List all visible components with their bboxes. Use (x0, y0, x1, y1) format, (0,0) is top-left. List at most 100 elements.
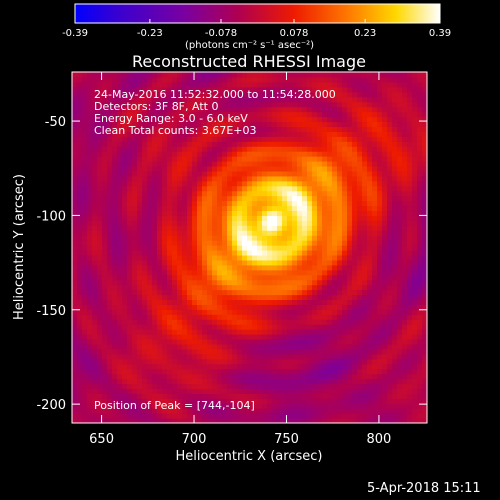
heatmap-cell (82, 165, 88, 172)
heatmap-cell (222, 274, 228, 281)
heatmap-cell (102, 91, 108, 98)
heatmap-cell (257, 76, 263, 83)
heatmap-cell (252, 81, 258, 88)
heatmap-cell (227, 121, 233, 127)
heatmap-cell (277, 96, 283, 103)
heatmap-cell (422, 76, 427, 83)
heatmap-cell (217, 334, 223, 340)
heatmap-cell (417, 368, 423, 375)
heatmap-cell (252, 220, 258, 226)
heatmap-cell (177, 353, 183, 360)
heatmap-cell (167, 294, 173, 301)
heatmap-cell (362, 121, 368, 127)
heatmap-cell (127, 81, 133, 88)
heatmap-cell (417, 101, 423, 108)
heatmap-cell (307, 279, 313, 286)
heatmap-cell (242, 304, 248, 310)
heatmap-cell (112, 200, 118, 207)
heatmap-cell (232, 185, 238, 192)
heatmap-cell (152, 195, 158, 202)
heatmap-cell (242, 393, 248, 399)
heatmap-cell (152, 175, 158, 182)
heatmap-cell (232, 136, 238, 142)
heatmap-cell (417, 220, 423, 226)
heatmap-cell (387, 126, 393, 132)
heatmap-cell (202, 338, 208, 345)
heatmap-cell (132, 279, 138, 286)
heatmap-cell (87, 245, 93, 251)
heatmap-cell (192, 220, 198, 226)
heatmap-cell (112, 269, 118, 276)
heatmap-cell (237, 235, 243, 241)
heatmap-cell (397, 81, 403, 88)
heatmap-cell (152, 111, 158, 118)
heatmap-cell (77, 136, 83, 142)
heatmap-cell (307, 398, 313, 404)
heatmap-cell (367, 393, 373, 399)
heatmap-cell (87, 259, 93, 266)
heatmap-cell (182, 146, 188, 152)
heatmap-cell (212, 348, 218, 355)
heatmap-cell (132, 151, 138, 157)
heatmap-cell (112, 343, 118, 350)
heatmap-cell (272, 141, 278, 147)
heatmap-cell (347, 175, 353, 182)
heatmap-cell (87, 72, 93, 78)
heatmap-cell (137, 240, 143, 246)
heatmap-cell (282, 358, 288, 365)
heatmap-cell (402, 299, 408, 305)
heatmap-cell (362, 368, 368, 375)
heatmap-cell (292, 185, 298, 192)
heatmap-cell (167, 245, 173, 251)
heatmap-cell (72, 378, 78, 385)
heatmap-cell (377, 235, 383, 241)
heatmap-cell (152, 279, 158, 286)
heatmap-cell (117, 279, 123, 286)
heatmap-cell (417, 245, 423, 251)
heatmap-cell (147, 289, 153, 296)
heatmap-cell (382, 86, 388, 93)
heatmap-cell (237, 81, 243, 88)
heatmap-cell (127, 269, 133, 276)
heatmap-cell (382, 215, 388, 221)
heatmap-cell (247, 358, 253, 365)
heatmap-cell (232, 403, 238, 409)
heatmap-cell (92, 240, 98, 246)
heatmap-cell (327, 141, 333, 147)
heatmap-cell (92, 309, 98, 315)
heatmap-cell (227, 151, 233, 157)
heatmap-cell (192, 215, 198, 221)
heatmap-cell (302, 185, 308, 192)
heatmap-cell (207, 314, 213, 320)
heatmap-cell (82, 101, 88, 108)
heatmap-cell (397, 220, 403, 226)
heatmap-cell (377, 76, 383, 83)
heatmap-cell (107, 363, 113, 370)
heatmap-cell (367, 230, 373, 236)
heatmap-cell (162, 156, 168, 162)
heatmap-cell (377, 418, 383, 423)
heatmap-cell (147, 388, 153, 394)
heatmap-cell (182, 284, 188, 291)
heatmap-cell (192, 294, 198, 301)
heatmap-cell (312, 289, 318, 296)
heatmap-cell (392, 289, 398, 296)
heatmap-cell (222, 398, 228, 404)
heatmap-cell (192, 121, 198, 127)
heatmap-cell (292, 338, 298, 345)
heatmap-cell (382, 378, 388, 385)
heatmap-cell (107, 76, 113, 83)
heatmap-cell (292, 299, 298, 305)
heatmap-cell (227, 165, 233, 172)
heatmap-cell (352, 279, 358, 286)
heatmap-cell (282, 136, 288, 142)
heatmap-cell (302, 215, 308, 221)
heatmap-cell (382, 190, 388, 197)
heatmap-cell (132, 373, 138, 380)
heatmap-cell (172, 185, 178, 192)
heatmap-cell (362, 81, 368, 88)
heatmap-cell (397, 91, 403, 98)
heatmap-cell (342, 343, 348, 350)
heatmap-cell (312, 383, 318, 389)
heatmap-cell (292, 264, 298, 271)
